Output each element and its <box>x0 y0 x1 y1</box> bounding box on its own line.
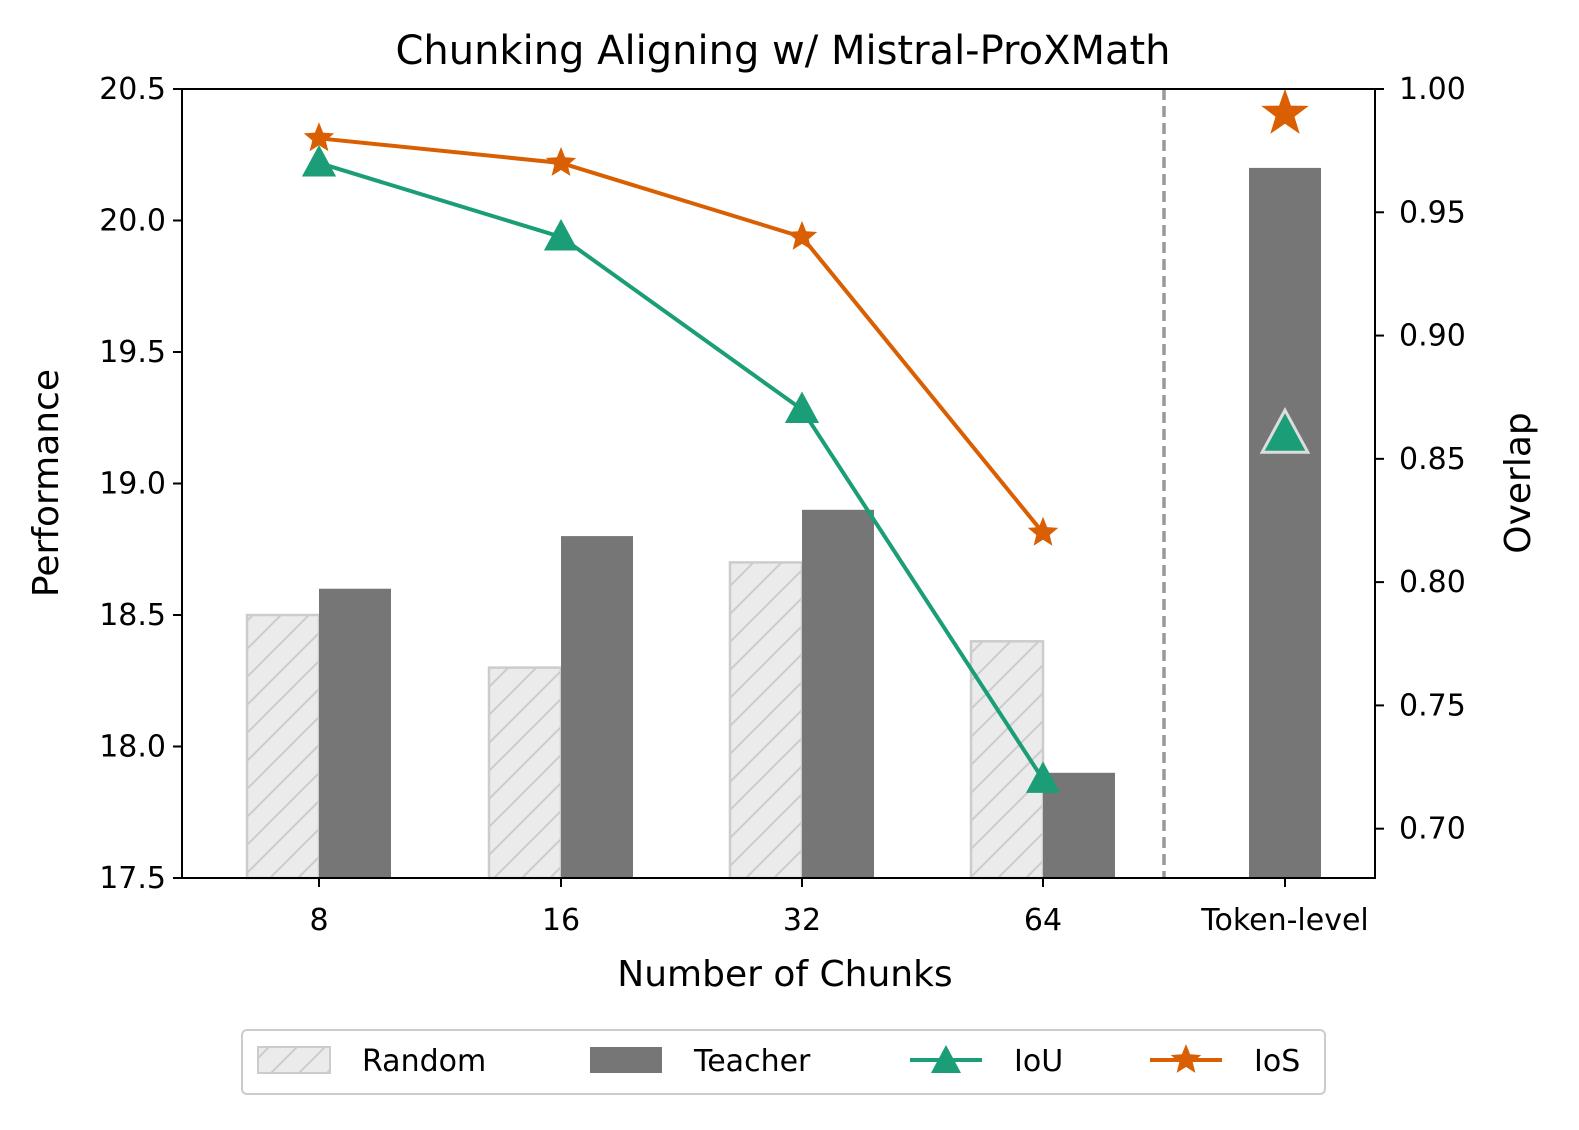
legend-label-random: Random <box>362 1044 486 1079</box>
y-tick-label: 18.5 <box>99 598 166 633</box>
marker-ios-8 <box>303 122 335 152</box>
marker-ios-token-level <box>1261 88 1309 134</box>
x-tick-label: Token-level <box>1200 903 1369 938</box>
y-right-axis-title: Overlap <box>1498 412 1539 554</box>
marker-iou-8 <box>301 144 337 177</box>
marker-iou-32 <box>784 391 820 424</box>
y-right-tick-label: 1.00 <box>1399 72 1466 107</box>
x-tick-label: 16 <box>542 903 580 938</box>
bar-random-16 <box>487 666 563 880</box>
marker-iou-64 <box>1025 761 1061 793</box>
y-tick-label: 18.0 <box>99 730 166 765</box>
y-tick-label: 20.5 <box>99 72 166 107</box>
legend-marker-iou <box>931 1045 961 1073</box>
bar-random-8 <box>245 613 321 880</box>
y-right-tick-label: 0.90 <box>1399 319 1466 354</box>
y-tick-label: 19.5 <box>99 335 166 370</box>
axes-layer: 17.5 18.0 18.5 19.0 19.5 20.0 20.5 0.70 0.75 0.80… <box>99 72 1466 938</box>
x-tick-label: 32 <box>783 903 821 938</box>
y-right-tick-label: 0.70 <box>1399 812 1466 847</box>
y-right-tick-label: 0.80 <box>1399 565 1466 600</box>
y-right-tick-label: 0.75 <box>1399 688 1466 723</box>
legend-marker-ios <box>1170 1044 1202 1073</box>
bar-teacher-16 <box>561 536 633 878</box>
x-tick-label: 64 <box>1024 903 1062 938</box>
y-axis-title: Performance <box>26 369 67 597</box>
bar-random-32 <box>728 561 804 880</box>
bars-layer <box>245 89 1321 880</box>
line-ios <box>318 136 1045 535</box>
marker-iou-16 <box>543 218 579 251</box>
marker-iou-token-level <box>1259 407 1311 454</box>
legend-frame <box>241 1029 1326 1095</box>
legend-swatch-teacher <box>590 1047 662 1073</box>
marker-ios-64 <box>1027 516 1059 546</box>
y-tick-label: 19.0 <box>99 467 166 502</box>
legend-swatch-random <box>257 1046 331 1074</box>
chart-title: Chunking Aligning w/ Mistral-ProXMath <box>395 28 1170 74</box>
y-right-tick-label: 0.95 <box>1399 195 1466 230</box>
lines-layer <box>301 88 1311 793</box>
x-axis-title: Number of Chunks <box>617 954 952 995</box>
legend: Random Teacher IoU IoS <box>241 1029 1326 1095</box>
bar-teacher-8 <box>319 588 391 878</box>
legend-star-shape <box>1170 1044 1202 1073</box>
legend-label-iou: IoU <box>1014 1044 1063 1079</box>
line-iou <box>318 161 1045 781</box>
y-tick-label: 20.0 <box>99 204 166 239</box>
bar-teacher-Token-level <box>1249 167 1321 878</box>
x-tick-label: 8 <box>309 903 328 938</box>
legend-label-ios: IoS <box>1254 1044 1300 1079</box>
y-tick-label: 17.5 <box>99 861 166 896</box>
y-right-tick-label: 0.85 <box>1399 442 1466 477</box>
legend-label-teacher: Teacher <box>693 1044 811 1079</box>
marker-ios-16 <box>545 147 577 176</box>
bar-teacher-32 <box>802 509 874 878</box>
marker-ios-32 <box>786 220 818 250</box>
